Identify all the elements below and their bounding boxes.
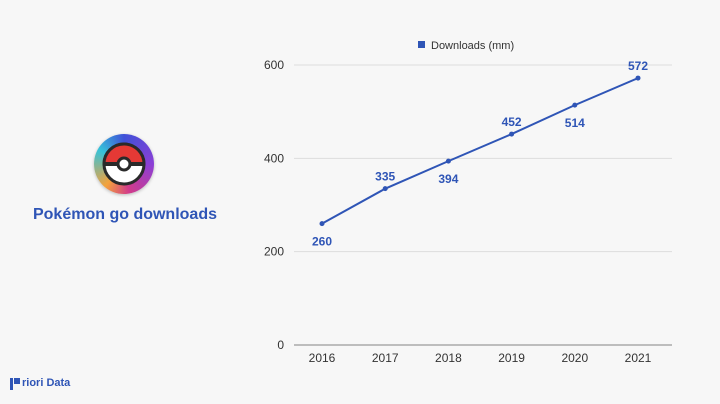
data-label: 394 [438, 172, 458, 186]
x-tick-label: 2019 [498, 351, 525, 365]
x-tick-label: 2020 [561, 351, 588, 365]
y-tick-label: 600 [264, 58, 284, 72]
data-point [382, 186, 388, 192]
data-label: 335 [375, 170, 395, 184]
pokeball-icon [94, 134, 154, 194]
brand-logo: riori Data [10, 377, 71, 390]
y-tick-label: 0 [277, 338, 284, 352]
x-tick-label: 2017 [372, 351, 399, 365]
chart-legend: Downloads (mm) [418, 40, 514, 52]
left-panel: Pokémon go downloads [0, 128, 250, 238]
x-tick-label: 2021 [625, 351, 652, 365]
brand-text: riori Data [22, 377, 71, 389]
data-label: 452 [502, 115, 522, 129]
data-label: 572 [628, 59, 648, 73]
data-point [572, 102, 578, 108]
data-point [319, 221, 325, 227]
x-tick-label: 2016 [309, 351, 336, 365]
x-tick-label: 2018 [435, 351, 462, 365]
page-title: Pokémon go downloads [32, 206, 217, 223]
data-label: 260 [312, 235, 332, 249]
data-label: 514 [565, 116, 585, 130]
x-axis-ticks: 2016 2017 2018 2019 2020 2021 [309, 351, 652, 365]
y-tick-label: 400 [264, 151, 284, 165]
legend-swatch [418, 41, 425, 48]
data-point [509, 131, 515, 137]
chart-series [319, 75, 641, 227]
data-point [635, 75, 641, 81]
data-labels: 260 335 394 452 514 572 [312, 59, 648, 249]
chart-grid [294, 64, 672, 346]
data-point [445, 158, 451, 164]
brand-mark-icon [10, 377, 20, 390]
y-tick-label: 200 [264, 245, 284, 259]
y-axis-ticks: 0 200 400 600 [264, 58, 284, 352]
legend-label: Downloads (mm) [431, 40, 514, 52]
series-line [321, 77, 639, 225]
